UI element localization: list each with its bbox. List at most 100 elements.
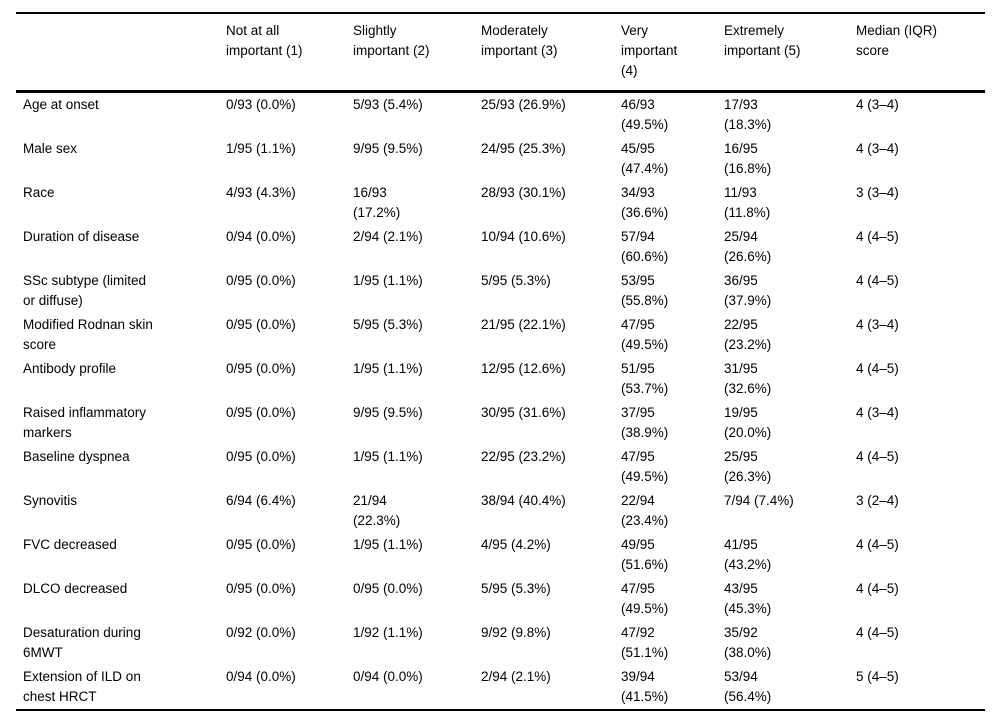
- cell-extremely-important: 36/95 (37.9%): [724, 273, 772, 308]
- table-row: Extension of ILD on chest HRCT 0/94 (0.0…: [16, 665, 985, 710]
- cell-extremely-important: 7/94 (7.4%): [724, 493, 794, 508]
- cell-very-important: 45/95 (47.4%): [621, 141, 669, 176]
- cell-moderately-important: 5/95 (5.3%): [481, 581, 551, 596]
- cell-not-at-all-important: 0/94 (0.0%): [226, 669, 296, 684]
- cell-extremely-important: 35/92 (38.0%): [724, 625, 772, 660]
- cell-slightly-important: 1/95 (1.1%): [353, 273, 423, 288]
- cell-moderately-important: 24/95 (25.3%): [481, 141, 566, 156]
- cell-median-iqr-score: 3 (3–4): [856, 185, 899, 200]
- cell-not-at-all-important: 0/95 (0.0%): [226, 581, 296, 596]
- cell-median-iqr-score: 4 (4–5): [856, 449, 899, 464]
- cell-not-at-all-important: 1/95 (1.1%): [226, 141, 296, 156]
- table-row: Synovitis 6/94 (6.4%) 21/94 (22.3%) 38/9…: [16, 489, 985, 533]
- cell-median-iqr-score: 4 (3–4): [856, 97, 899, 112]
- cell-not-at-all-important: 0/92 (0.0%): [226, 625, 296, 640]
- cell-very-important: 47/95 (49.5%): [621, 581, 669, 616]
- cell-median-iqr-score: 4 (4–5): [856, 273, 899, 288]
- importance-ratings-table: Not at all important (1) Slightly import…: [16, 12, 985, 711]
- row-label: Antibody profile: [23, 361, 117, 376]
- page: Not at all important (1) Slightly import…: [16, 12, 985, 711]
- header-row: Not at all important (1) Slightly import…: [16, 13, 985, 93]
- cell-slightly-important: 1/92 (1.1%): [353, 625, 423, 640]
- row-label: SSc subtype (limited or diffuse): [23, 273, 147, 308]
- cell-median-iqr-score: 4 (4–5): [856, 361, 899, 376]
- cell-moderately-important: 21/95 (22.1%): [481, 317, 566, 332]
- column-header-row-label: [16, 13, 226, 93]
- cell-moderately-important: 38/94 (40.4%): [481, 493, 566, 508]
- column-header-very-important: Very important (4): [621, 13, 724, 93]
- table-row: Baseline dyspnea 0/95 (0.0%) 1/95 (1.1%)…: [16, 445, 985, 489]
- cell-extremely-important: 17/93 (18.3%): [724, 97, 772, 132]
- cell-median-iqr-score: 5 (4–5): [856, 669, 899, 684]
- cell-not-at-all-important: 0/95 (0.0%): [226, 449, 296, 464]
- cell-median-iqr-score: 4 (3–4): [856, 405, 899, 420]
- cell-extremely-important: 19/95 (20.0%): [724, 405, 772, 440]
- cell-extremely-important: 11/93 (11.8%): [724, 185, 771, 220]
- cell-not-at-all-important: 0/94 (0.0%): [226, 229, 296, 244]
- row-label: Age at onset: [23, 97, 99, 112]
- cell-moderately-important: 28/93 (30.1%): [481, 185, 566, 200]
- column-header-moderately-important: Moderately important (3): [481, 13, 621, 93]
- cell-slightly-important: 9/95 (9.5%): [353, 141, 423, 156]
- table-row: Duration of disease 0/94 (0.0%) 2/94 (2.…: [16, 225, 985, 269]
- cell-median-iqr-score: 4 (3–4): [856, 317, 899, 332]
- table-row: Age at onset 0/93 (0.0%) 5/93 (5.4%) 25/…: [16, 92, 985, 138]
- table-row: Desaturation during 6MWT 0/92 (0.0%) 1/9…: [16, 621, 985, 665]
- table-row: Antibody profile 0/95 (0.0%) 1/95 (1.1%)…: [16, 357, 985, 401]
- row-label: FVC decreased: [23, 537, 117, 552]
- cell-moderately-important: 2/94 (2.1%): [481, 669, 551, 684]
- column-header-median-iqr-score: Median (IQR) score: [856, 13, 985, 93]
- cell-moderately-important: 5/95 (5.3%): [481, 273, 551, 288]
- column-header-slightly-important: Slightly important (2): [353, 13, 481, 93]
- cell-median-iqr-score: 3 (2–4): [856, 493, 899, 508]
- cell-slightly-important: 1/95 (1.1%): [353, 537, 423, 552]
- column-header-not-at-all-important: Not at all important (1): [226, 13, 353, 93]
- cell-moderately-important: 10/94 (10.6%): [481, 229, 566, 244]
- cell-slightly-important: 0/94 (0.0%): [353, 669, 423, 684]
- table-body: Age at onset 0/93 (0.0%) 5/93 (5.4%) 25/…: [16, 92, 985, 711]
- cell-very-important: 47/95 (49.5%): [621, 449, 669, 484]
- cell-median-iqr-score: 4 (4–5): [856, 625, 899, 640]
- cell-median-iqr-score: 4 (4–5): [856, 537, 899, 552]
- cell-moderately-important: 9/92 (9.8%): [481, 625, 551, 640]
- cell-very-important: 46/93 (49.5%): [621, 97, 669, 132]
- row-label: Male sex: [23, 141, 78, 156]
- cell-very-important: 47/92 (51.1%): [621, 625, 669, 660]
- row-label: DLCO decreased: [23, 581, 128, 596]
- cell-very-important: 49/95 (51.6%): [621, 537, 669, 572]
- cell-slightly-important: 5/93 (5.4%): [353, 97, 423, 112]
- table-row: Race 4/93 (4.3%) 16/93 (17.2%) 28/93 (30…: [16, 181, 985, 225]
- cell-not-at-all-important: 0/95 (0.0%): [226, 361, 296, 376]
- cell-very-important: 39/94 (41.5%): [621, 669, 669, 704]
- cell-very-important: 22/94 (23.4%): [621, 493, 669, 528]
- table-row: Modified Rodnan skin score 0/95 (0.0%) 5…: [16, 313, 985, 357]
- table-row: SSc subtype (limited or diffuse) 0/95 (0…: [16, 269, 985, 313]
- cell-extremely-important: 31/95 (32.6%): [724, 361, 772, 396]
- cell-slightly-important: 21/94 (22.3%): [353, 493, 401, 528]
- cell-very-important: 53/95 (55.8%): [621, 273, 669, 308]
- cell-slightly-important: 0/95 (0.0%): [353, 581, 423, 596]
- table-row: Raised inflammatory markers 0/95 (0.0%) …: [16, 401, 985, 445]
- cell-very-important: 37/95 (38.9%): [621, 405, 669, 440]
- cell-extremely-important: 16/95 (16.8%): [724, 141, 772, 176]
- cell-median-iqr-score: 4 (4–5): [856, 581, 899, 596]
- row-label: Extension of ILD on chest HRCT: [23, 669, 141, 704]
- cell-not-at-all-important: 6/94 (6.4%): [226, 493, 296, 508]
- cell-not-at-all-important: 4/93 (4.3%): [226, 185, 296, 200]
- cell-slightly-important: 2/94 (2.1%): [353, 229, 423, 244]
- cell-extremely-important: 22/95 (23.2%): [724, 317, 772, 352]
- row-label: Race: [23, 185, 55, 200]
- cell-slightly-important: 1/95 (1.1%): [353, 361, 423, 376]
- row-label: Duration of disease: [23, 229, 140, 244]
- cell-not-at-all-important: 0/95 (0.0%): [226, 317, 296, 332]
- cell-very-important: 57/94 (60.6%): [621, 229, 669, 264]
- row-label: Baseline dyspnea: [23, 449, 130, 464]
- cell-moderately-important: 12/95 (12.6%): [481, 361, 566, 376]
- cell-moderately-important: 30/95 (31.6%): [481, 405, 566, 420]
- row-label: Synovitis: [23, 493, 78, 508]
- table-row: Male sex 1/95 (1.1%) 9/95 (9.5%) 24/95 (…: [16, 137, 985, 181]
- cell-slightly-important: 1/95 (1.1%): [353, 449, 423, 464]
- cell-not-at-all-important: 0/95 (0.0%): [226, 405, 296, 420]
- cell-not-at-all-important: 0/95 (0.0%): [226, 273, 296, 288]
- cell-not-at-all-important: 0/93 (0.0%): [226, 97, 296, 112]
